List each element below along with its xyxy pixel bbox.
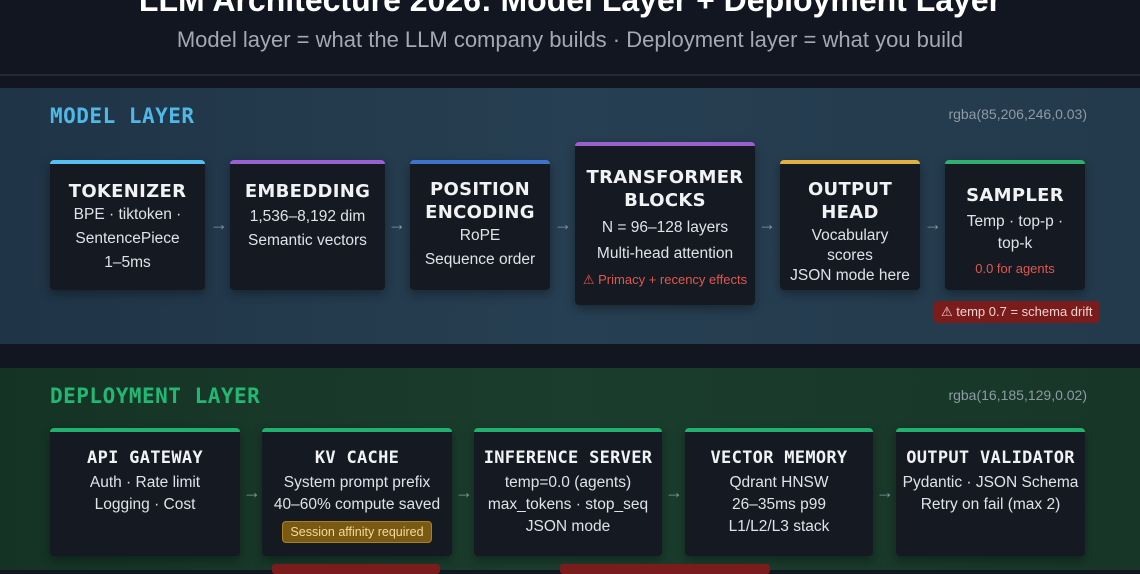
card-line: Temp · top-p ·: [966, 213, 1064, 230]
page-subtitle: Model layer = what the LLM company build…: [176, 27, 964, 52]
arrow-icon: →: [665, 482, 683, 502]
card-kv-cache: KV CACHE System prompt prefix 40–60% com…: [262, 428, 452, 556]
card-title: SAMPLER: [966, 185, 1064, 206]
arrow-icon: →: [758, 214, 776, 234]
card-title: VECTOR MEMORY: [710, 448, 848, 468]
card-line: L1/L2/L3 stack: [728, 518, 830, 535]
card-line: Semantic vectors: [248, 232, 367, 249]
card-title: POSITION: [430, 179, 530, 200]
card-output-head: OUTPUT HEAD Vocabulary scores JSON mode …: [780, 160, 920, 290]
deployment-layer-rgba: rgba(16,185,129,0.02): [948, 387, 1087, 403]
card-title: KV CACHE: [314, 448, 400, 468]
arrow-icon: →: [554, 214, 572, 234]
card-title: OUTPUT VALIDATOR: [906, 448, 1075, 468]
warning-badge-cut: [272, 564, 440, 574]
card-title: API GATEWAY: [87, 448, 203, 468]
deployment-layer-label: DEPLOYMENT LAYER: [50, 384, 261, 408]
card-line: max_tokens · stop_seq: [487, 496, 649, 513]
card-title: TOKENIZER: [68, 181, 187, 202]
card-transformer-blocks: TRANSFORMER BLOCKS N = 96–128 layers Mul…: [575, 142, 755, 305]
model-layer-rgba: rgba(85,206,246,0.03): [948, 106, 1087, 122]
card-title: INFERENCE SERVER: [483, 448, 653, 468]
card-line: 1,536–8,192 dim: [249, 208, 366, 225]
card-vector-memory: VECTOR MEMORY Qdrant HNSW 26–35ms p99 L1…: [685, 428, 873, 556]
session-affinity-badge: Session affinity required: [282, 521, 432, 543]
card-title: ENCODING: [425, 202, 535, 223]
card-line: top-k: [997, 235, 1033, 252]
card-line: 26–35ms p99: [732, 496, 826, 513]
divider: [0, 74, 1140, 76]
card-line: System prompt prefix: [283, 474, 431, 491]
warning-text: 0.0 for agents: [975, 261, 1055, 276]
card-line: Sequence order: [424, 251, 536, 268]
page-title: LLM Architecture 2026: Model Layer + Dep…: [138, 0, 1002, 18]
card-line: Qdrant HNSW: [729, 474, 829, 491]
arrow-icon: →: [455, 482, 473, 502]
card-title: TRANSFORMER: [586, 167, 744, 188]
card-title: BLOCKS: [624, 190, 706, 211]
card-line: Pydantic · JSON Schema: [902, 474, 1079, 491]
card-title: HEAD: [821, 202, 879, 223]
schema-drift-badge: ⚠ temp 0.7 = schema drift: [934, 301, 1100, 323]
arrow-icon: →: [210, 214, 228, 234]
card-inference-server: INFERENCE SERVER temp=0.0 (agents) max_t…: [474, 428, 662, 556]
card-position-encoding: POSITION ENCODING RoPE Sequence order: [410, 160, 550, 290]
warning-badge-cut: [560, 564, 770, 574]
card-line: JSON mode: [525, 518, 611, 535]
arrow-icon: →: [924, 214, 942, 234]
card-embedding: EMBEDDING 1,536–8,192 dim Semantic vecto…: [230, 160, 385, 290]
card-line: JSON mode here: [790, 267, 910, 284]
card-line: Vocabulary: [811, 227, 889, 244]
card-line: temp=0.0 (agents): [504, 474, 632, 491]
arrow-icon: →: [876, 482, 894, 502]
card-line: BPE · tiktoken ·: [73, 206, 182, 223]
card-sampler: SAMPLER Temp · top-p · top-k 0.0 for age…: [945, 160, 1085, 290]
card-line: N = 96–128 layers: [601, 219, 729, 236]
card-title: OUTPUT: [807, 179, 893, 200]
card-line: Logging · Cost: [94, 496, 196, 513]
card-line: scores: [827, 247, 873, 264]
card-output-validator: OUTPUT VALIDATOR Pydantic · JSON Schema …: [896, 428, 1085, 556]
card-line: Retry on fail (max 2): [920, 496, 1061, 513]
model-layer-label: MODEL LAYER: [50, 104, 195, 128]
arrow-icon: →: [388, 214, 406, 234]
card-line: Multi-head attention: [596, 245, 734, 262]
card-line: 40–60% compute saved: [273, 496, 441, 513]
card-title: EMBEDDING: [244, 181, 371, 202]
card-line: 1–5ms: [104, 254, 151, 271]
card-line: Auth · Rate limit: [89, 474, 201, 491]
arrow-icon: →: [243, 482, 261, 502]
card-tokenizer: TOKENIZER BPE · tiktoken · SentencePiece…: [50, 160, 205, 290]
card-line: RoPE: [459, 227, 501, 244]
card-line: SentencePiece: [75, 230, 180, 247]
warning-text: ⚠ Primacy + recency effects: [582, 272, 748, 287]
card-api-gateway: API GATEWAY Auth · Rate limit Logging · …: [50, 428, 240, 556]
